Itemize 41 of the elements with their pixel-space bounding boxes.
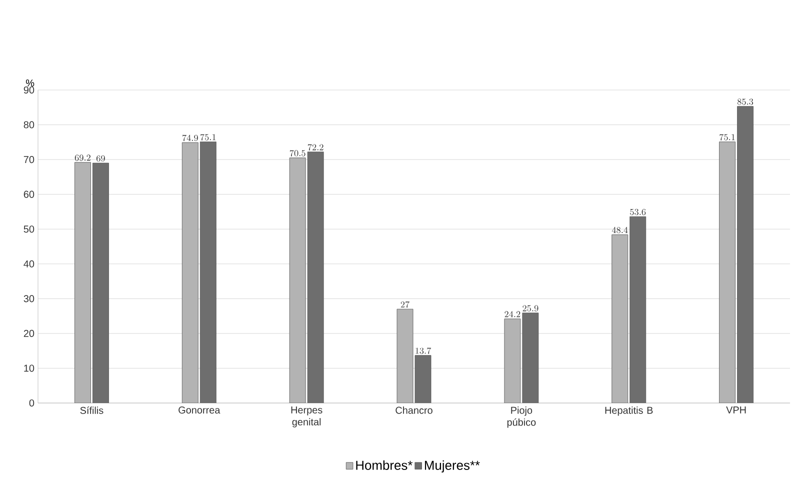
- y-tick-label: 10: [24, 364, 34, 372]
- bar: [630, 216, 646, 403]
- bar: [92, 162, 109, 403]
- data-label: 75. 1: [200, 134, 216, 140]
- data-label: 72.2: [308, 144, 324, 150]
- legend-label: Mujeres**: [424, 460, 480, 472]
- x-tick-label: VPH: [726, 406, 746, 414]
- data-label: 69: [96, 155, 105, 162]
- y-tick-label: 80: [24, 121, 34, 128]
- data-label: 69.2: [74, 154, 90, 161]
- data-label: 53.6: [630, 208, 646, 216]
- data-label: 74.9: [182, 134, 198, 142]
- y-tick-label: 60: [24, 190, 34, 198]
- data-label: 48.4: [612, 226, 628, 234]
- legend-label: Hombres*: [356, 460, 413, 470]
- bar: [414, 355, 432, 403]
- y-tick-label: 40: [24, 260, 34, 268]
- bar: [522, 312, 539, 403]
- data-label: 85.3: [737, 98, 754, 105]
- data-label: 70.5: [290, 150, 306, 156]
- x-tick-label: Herpes genital: [291, 406, 322, 428]
- x-tick-label: Chancro: [396, 406, 432, 414]
- y-axis-title: %: [26, 80, 34, 86]
- bar: [200, 142, 216, 403]
- y-tick-label: 30: [24, 295, 34, 302]
- data-label: 75. 1: [720, 134, 735, 140]
- y-tick-label: 50: [24, 226, 34, 233]
- data-label: 24.2: [504, 311, 520, 318]
- x-tick-label: Hepatitis B: [605, 406, 653, 416]
- y-tick-label: 20: [24, 330, 34, 337]
- x-tick-label: Piojo púbico: [507, 406, 536, 428]
- data-label: 27: [400, 301, 410, 308]
- y-tick-label: 0: [29, 399, 34, 407]
- bar: [307, 152, 324, 403]
- y-tick-label: 90: [24, 86, 34, 94]
- data-label: 25.9: [522, 305, 538, 312]
- data-label: 13.7: [416, 348, 432, 354]
- bar: [737, 106, 754, 403]
- y-tick-label: 70: [24, 156, 34, 164]
- x-tick-label: Gonorrea: [178, 406, 220, 414]
- x-tick-label: Sífilis: [80, 406, 104, 414]
